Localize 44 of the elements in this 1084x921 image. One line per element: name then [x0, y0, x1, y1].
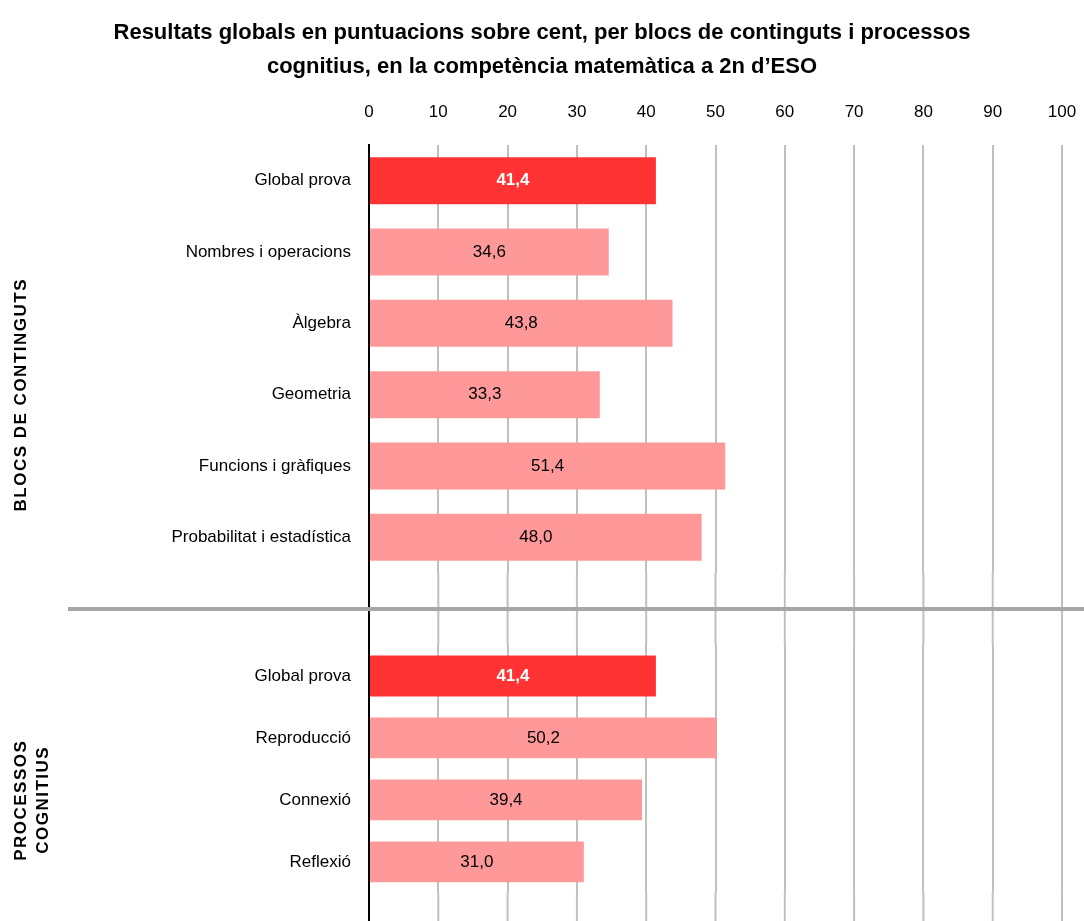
x-tick-label: 10 — [428, 102, 448, 122]
x-tick-label: 20 — [498, 102, 518, 122]
data-label: 43,8 — [504, 313, 538, 333]
data-label: 34,6 — [472, 241, 506, 261]
data-label: 51,4 — [531, 455, 565, 475]
x-tick-label: 30 — [567, 102, 587, 122]
x-tick-label: 40 — [636, 102, 656, 122]
x-tick-label: 0 — [364, 102, 374, 122]
y-tick-label: Global prova — [254, 170, 352, 190]
y-axis-title: BLOCS DE CONTINGUTS — [10, 277, 31, 512]
bar — [370, 157, 656, 205]
bar — [370, 371, 600, 419]
bar — [370, 513, 702, 561]
data-label: 31,0 — [460, 851, 494, 871]
y-tick-label: Connexió — [279, 789, 351, 809]
data-label: 33,3 — [468, 384, 502, 404]
x-tick-label: 80 — [913, 102, 933, 122]
bar — [370, 655, 656, 697]
y-axis-title: PROCESSOS COGNITIUS — [10, 738, 53, 863]
y-tick-label: Reflexió — [289, 851, 351, 871]
data-label: 41,4 — [496, 170, 531, 190]
bar — [370, 717, 717, 759]
y-tick-label: Probabilitat i estadística — [171, 527, 352, 547]
data-label: 48,0 — [519, 527, 553, 547]
y-tick-label: Funcions i gràfiques — [198, 455, 351, 475]
chart-title: Resultats globals en puntuacions sobre cent, per blocs de continguts i processos cognitius, en la competència matemàtica a 2n d’ESO — [112, 18, 972, 80]
y-tick-label: Geometria — [271, 384, 352, 404]
bar — [370, 228, 609, 276]
x-tick-label: 100 — [1047, 102, 1077, 122]
data-label: 50,2 — [526, 727, 560, 747]
y-tick-label: Global prova — [254, 665, 352, 685]
bar — [370, 299, 673, 347]
bar — [370, 779, 643, 821]
data-label: 41,4 — [496, 665, 531, 685]
x-tick-label: 70 — [844, 102, 864, 122]
bar — [370, 442, 726, 490]
x-tick-label: 60 — [775, 102, 795, 122]
y-tick-label: Reproducció — [255, 727, 351, 747]
x-tick-label: 90 — [983, 102, 1003, 122]
y-tick-label: Nombres i operacions — [185, 241, 351, 261]
x-tick-label: 50 — [706, 102, 725, 122]
data-label: 39,4 — [489, 789, 523, 809]
bar — [370, 841, 584, 883]
y-tick-label: Àlgebra — [292, 313, 352, 333]
